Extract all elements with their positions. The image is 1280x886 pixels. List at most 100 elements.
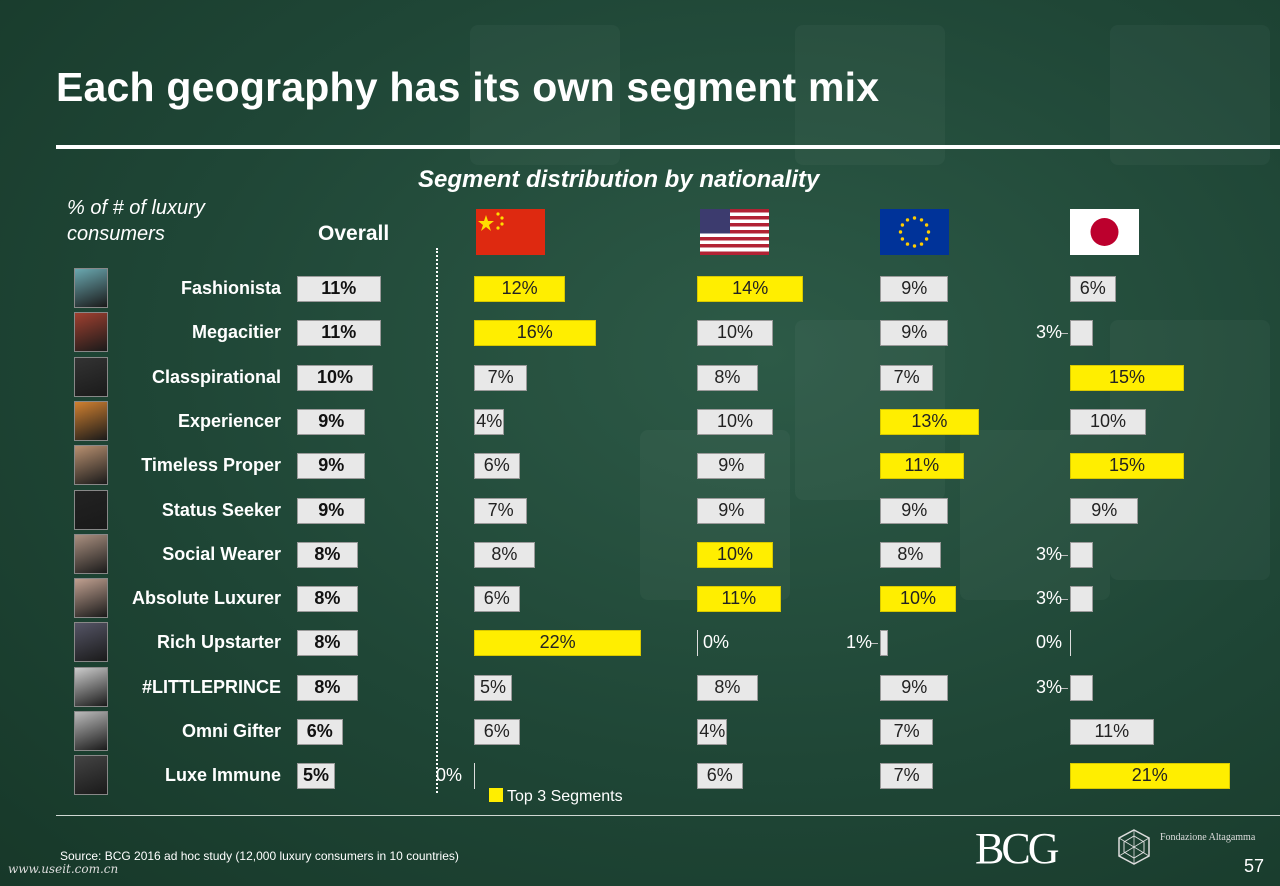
bar xyxy=(697,408,773,435)
bar xyxy=(474,364,528,391)
bar xyxy=(880,541,941,568)
bar xyxy=(1070,719,1154,745)
bar xyxy=(297,276,381,302)
bar-value-label: 5% xyxy=(302,765,329,786)
segment-thumbnail xyxy=(74,578,108,619)
bar-top3 xyxy=(697,541,773,568)
partner-logo: Fondazione Altagamma xyxy=(1160,832,1256,843)
segment-thumbnail xyxy=(74,268,108,308)
source-note: Source: BCG 2016 ad hoc study (12,000 lu… xyxy=(60,849,459,863)
segment-thumbnail xyxy=(74,711,108,751)
bar-top3 xyxy=(474,276,566,302)
legend: Top 3 Segments xyxy=(489,788,623,806)
zero-axis xyxy=(1070,630,1071,657)
bar-value-label: 6% xyxy=(706,765,733,786)
bar xyxy=(880,674,949,701)
bar-value-label: 3% xyxy=(1036,676,1063,697)
watermark: www.useit.com.cn xyxy=(8,862,119,876)
bar-value-label: 10% xyxy=(899,588,937,609)
bar xyxy=(297,541,358,568)
bar xyxy=(697,320,773,347)
bar-value-label: 7% xyxy=(487,499,514,520)
overall-header: Overall xyxy=(318,222,390,245)
category-label: #LITTLEPRINCE xyxy=(141,676,281,697)
bar xyxy=(880,364,934,391)
bar xyxy=(474,541,535,568)
bar-value-label: 6% xyxy=(306,721,333,741)
zero-axis xyxy=(697,630,698,657)
bar-top3 xyxy=(1070,453,1184,480)
bar-value-label: 4% xyxy=(699,721,726,741)
bcg-logo: BCG xyxy=(975,824,1060,873)
bar xyxy=(474,586,520,613)
bar xyxy=(880,630,888,657)
bar-value-label: 0% xyxy=(703,632,730,653)
unit-label: % of # of luxury consumers xyxy=(67,197,205,245)
bar-value-label: 22% xyxy=(539,632,576,653)
legend-label: Top 3 Segments xyxy=(507,788,623,805)
bar xyxy=(297,586,358,613)
segment-thumbnail xyxy=(74,400,108,441)
category-label: Fashionista xyxy=(180,278,281,298)
bar xyxy=(1070,276,1116,302)
bar-value-label: 4% xyxy=(476,410,503,431)
bar-top3 xyxy=(880,453,964,480)
usa-flag-icon xyxy=(700,209,769,255)
bar-value-label: 9% xyxy=(318,455,345,476)
bar-value-label: 9% xyxy=(901,322,928,343)
bar-value-label: 8% xyxy=(714,366,741,387)
bar xyxy=(880,763,934,790)
bar xyxy=(474,719,520,745)
bar-value-label: 8% xyxy=(897,543,924,564)
bar xyxy=(474,497,528,524)
chart-title: Segment distribution by nationality xyxy=(418,166,820,193)
label-leader xyxy=(1060,687,1068,689)
bar-value-label: 8% xyxy=(314,632,341,653)
page-title: Each geography has its own segment mix xyxy=(56,64,880,110)
bar-value-label: 6% xyxy=(1079,278,1106,298)
bar-value-label: 10% xyxy=(716,410,754,431)
bar-value-label: 7% xyxy=(893,366,920,387)
bar xyxy=(297,497,366,524)
category-label: Rich Upstarter xyxy=(156,632,281,653)
bar-value-label: 7% xyxy=(893,721,920,741)
bar-value-label: 14% xyxy=(732,278,769,298)
bar-value-label: 3% xyxy=(1036,543,1063,564)
bar-top3 xyxy=(474,320,596,347)
bar-value-label: 9% xyxy=(718,499,745,520)
bar-top3 xyxy=(697,586,781,613)
bar xyxy=(880,497,949,524)
label-leader xyxy=(870,643,878,645)
category-label: Megacitier xyxy=(191,322,281,343)
bar-top3 xyxy=(1070,763,1230,790)
bar-value-label: 0% xyxy=(1036,632,1063,653)
bar xyxy=(880,276,949,302)
category-label: Absolute Luxurer xyxy=(131,588,281,609)
bar-value-label: 3% xyxy=(1036,322,1063,343)
bar-value-label: 9% xyxy=(1091,499,1118,520)
segment-thumbnail xyxy=(74,533,108,574)
label-leader xyxy=(1060,554,1068,556)
bar xyxy=(1070,674,1093,701)
bar-value-label: 15% xyxy=(1108,366,1146,387)
bar xyxy=(297,719,343,745)
bar-value-label: 3% xyxy=(1036,588,1063,609)
bar-top3 xyxy=(1070,364,1184,391)
label-leader xyxy=(1060,333,1068,335)
category-label: Experiencer xyxy=(177,410,281,431)
bar xyxy=(697,497,766,524)
bar-value-label: 11% xyxy=(321,322,357,343)
bar xyxy=(297,408,366,435)
bar-value-label: 9% xyxy=(901,499,928,520)
bar-value-label: 11% xyxy=(721,588,757,609)
page-number: 57 xyxy=(1244,856,1265,876)
bar xyxy=(1070,320,1093,347)
bar xyxy=(474,453,520,480)
bar xyxy=(297,453,366,480)
bar xyxy=(474,408,505,435)
bar-value-label: 10% xyxy=(716,543,754,564)
bar-top3 xyxy=(880,408,979,435)
segment-thumbnail xyxy=(74,356,108,397)
bar-value-label: 5% xyxy=(479,676,506,697)
legend-swatch xyxy=(489,788,503,802)
